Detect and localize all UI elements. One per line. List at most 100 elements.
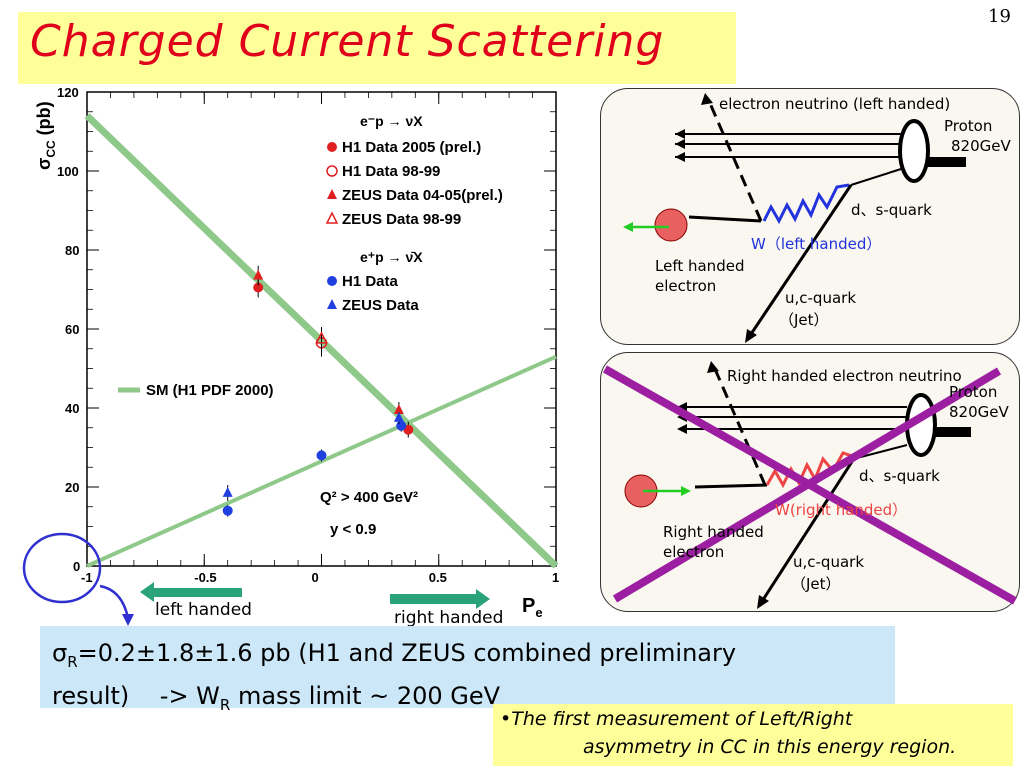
quark-ds-label: d、s-quark: [851, 201, 932, 219]
data-point: [396, 420, 407, 431]
electron-label-line2: electron: [663, 543, 725, 561]
result-text: σ R =0.2±1.8±1.6 pb (H1 and ZEUS combined …: [52, 636, 736, 722]
data-point: [253, 269, 264, 280]
legend-label: ZEUS Data 98-99: [342, 211, 461, 228]
note-line-2: asymmetry in CC in this energy region.: [583, 736, 957, 758]
data-point: [315, 331, 328, 344]
right-handed-diagram-svg: [603, 361, 1017, 609]
electron-ball: [654, 208, 688, 242]
legend-marker: [327, 276, 337, 286]
right-handed-arrow: [390, 589, 490, 609]
w-boson-zigzag: [762, 183, 850, 225]
legend-marker: [326, 165, 338, 177]
y-tick-label: 60: [65, 322, 79, 337]
y-tick-label: 0: [73, 559, 80, 574]
electron-label-line2: electron: [655, 277, 717, 295]
data-point: [393, 411, 404, 422]
x-tick-label: 1: [552, 570, 559, 585]
legend-label: ZEUS Data: [342, 297, 419, 314]
result-line-1-text: =0.2±1.8±1.6 pb (H1 and ZEUS combined pr…: [77, 639, 737, 667]
note-line-1: •The first measurement of Left/Right: [500, 708, 853, 730]
origin-circle: [22, 532, 102, 604]
y-tick-label: 20: [65, 480, 79, 495]
energy-label: 820GeV: [951, 137, 1011, 155]
jet-line: [747, 184, 853, 338]
left-handed-diagram: electron neutrino (left handed) Proton 8…: [600, 88, 1020, 345]
incoming-quark-line: [850, 168, 902, 186]
pointer-arrowhead: [122, 614, 134, 626]
legend-label: ZEUS Data 04-05(prel.): [342, 187, 503, 204]
jet-label-line2: （Jet）: [791, 575, 841, 593]
right-handed-label: right handed: [394, 608, 504, 628]
cross-out-line: [612, 367, 1002, 603]
y-tick-label: 40: [65, 401, 79, 416]
electron-label-line1: Right handed: [663, 523, 764, 541]
data-point: [222, 486, 233, 497]
result-line-2-b: mass limit ~ 200 GeV: [230, 681, 501, 710]
jet-arrowhead: [745, 329, 757, 343]
legend-marker: [327, 142, 337, 152]
data-point: [316, 450, 327, 461]
title-background: [18, 12, 736, 84]
electron-line: [694, 483, 768, 489]
legend-header-eplus: e⁺p → ν̄X: [360, 249, 423, 265]
neutrino-label: Right handed electron neutrino: [727, 367, 962, 385]
neutrino-label: electron neutrino (left handed): [719, 95, 951, 113]
y-axis-label: σCC (pb): [34, 101, 58, 170]
neutrino-dashed-line: [713, 368, 767, 486]
electron-spin-arrowhead: [623, 222, 633, 232]
data-point: [253, 282, 264, 293]
jet-label-line1: u,c-quark: [793, 553, 865, 571]
result-line-1: σR=0.2±1.8±1.6 pb (H1 and ZEUS combined …: [52, 636, 736, 679]
energy-label: 820GeV: [949, 403, 1009, 421]
left-handed-arrow: [140, 582, 242, 602]
result-background: [40, 626, 895, 708]
electron-label-line1: Left handed: [655, 257, 745, 275]
jet-line: [759, 456, 857, 604]
neutrino-arrowhead: [701, 93, 713, 105]
result-line-2: result) -> WR mass limit ~ 200 GeV: [52, 679, 736, 722]
proton-label: Proton: [944, 117, 993, 135]
electron-line: [688, 215, 762, 223]
x-tick-label: -0.5: [194, 570, 216, 585]
slide-title: Charged Current Scattering: [30, 16, 665, 67]
proton-label: Proton: [949, 383, 998, 401]
left-handed-diagram-svg: [623, 93, 966, 343]
pointer-arrow: [99, 584, 130, 619]
proton-arrowhead: [677, 424, 687, 434]
annotation-q2: Q² > 400 GeV²: [320, 489, 418, 506]
w-boson-label: W(right handed）: [775, 501, 908, 519]
quark-ds-label: d、s-quark: [859, 467, 940, 485]
x-axis-label: Pe: [522, 595, 543, 620]
w-subscript: R: [219, 695, 231, 714]
proton-arrowhead: [675, 152, 685, 162]
legend-label: H1 Data: [342, 273, 399, 290]
legend-label: H1 Data 98-99: [342, 163, 440, 180]
x-tick-label: -1: [81, 570, 93, 585]
legend-marker: [327, 189, 337, 199]
sigma-symbol: σ: [52, 639, 68, 667]
legend-label: H1 Data 2005 (prel.): [342, 139, 481, 156]
legend-marker: [327, 299, 337, 309]
w-boson-label: W（left handed）: [751, 235, 882, 253]
origin-highlight: [22, 532, 134, 626]
neutrino-dashed-line: [707, 100, 763, 222]
y-tick-label: 80: [65, 243, 79, 258]
left-handed-label: left handed: [155, 600, 252, 620]
handed-arrows: [140, 582, 490, 609]
neutrino-arrowhead: [707, 361, 719, 373]
x-tick-label: 0.5: [429, 570, 447, 585]
annotation-y: y < 0.9: [330, 521, 376, 538]
jet-label-line1: u,c-quark: [785, 289, 857, 307]
jet-arrowhead: [757, 595, 769, 609]
x-tick-label: 0: [312, 570, 319, 585]
legend-sm-label: SM (H1 PDF 2000): [146, 382, 274, 399]
electron-spin-arrowhead: [681, 486, 691, 496]
proton-beam: [926, 157, 966, 167]
jet-label-line2: （Jet）: [779, 311, 829, 329]
y-tick-label: 100: [57, 164, 79, 179]
legend-marker: [325, 211, 339, 224]
legend-header-eminus: e⁻p → νX: [360, 113, 423, 129]
right-handed-diagram: Right handed electron neutrino Proton 82…: [600, 352, 1020, 612]
